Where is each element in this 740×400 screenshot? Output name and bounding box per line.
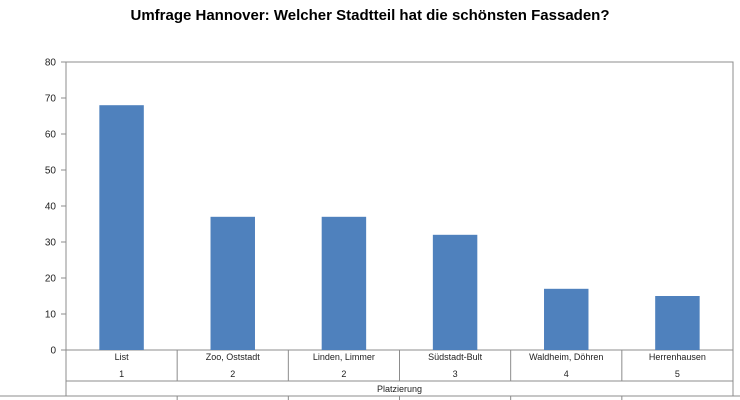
x-axis: List 1 Zoo, Oststadt 2 Linden, Limmer 2 Südsta…: [0, 350, 740, 400]
rank-label: 5: [675, 369, 680, 379]
category-label: Südstadt-Bult: [428, 352, 483, 362]
rank-label: 4: [564, 369, 569, 379]
category-label: Herrenhausen: [649, 352, 706, 362]
category-label: Linden, Limmer: [313, 352, 375, 362]
y-tick-label: 20: [45, 274, 57, 285]
category-label: Zoo, Oststadt: [206, 352, 261, 362]
bar-4: [432, 234, 478, 350]
y-tick-label: 80: [45, 58, 57, 69]
y-tick-label: 60: [45, 130, 57, 141]
plot-frame: [65, 61, 734, 351]
rank-label: 1: [119, 369, 124, 379]
chart-title: Umfrage Hannover: Welcher Stadtteil hat …: [130, 7, 610, 24]
bar-5: [544, 288, 589, 350]
plot-area-border: [65, 61, 734, 351]
y-tick-label: 40: [45, 202, 57, 213]
category-label: Waldheim, Döhren: [529, 352, 603, 362]
y-tick-label: 30: [45, 238, 57, 249]
y-tick-label: 10: [45, 310, 57, 321]
rank-label: 2: [341, 369, 346, 379]
bar-2: [210, 216, 255, 350]
bar-1: [99, 105, 144, 350]
y-axis: 0 10 20 30 40 50 60 70 80: [45, 58, 66, 357]
y-tick-label: 70: [45, 94, 57, 105]
rank-label: 2: [230, 369, 235, 379]
x-axis-title: Platzierung: [377, 384, 422, 394]
y-tick-label: 50: [45, 166, 57, 177]
bar-3: [321, 216, 367, 350]
rank-label: 3: [453, 369, 458, 379]
bar-6: [655, 296, 700, 350]
y-tick-label: 0: [50, 346, 56, 357]
category-label: List: [115, 352, 130, 362]
bars: [99, 105, 700, 350]
